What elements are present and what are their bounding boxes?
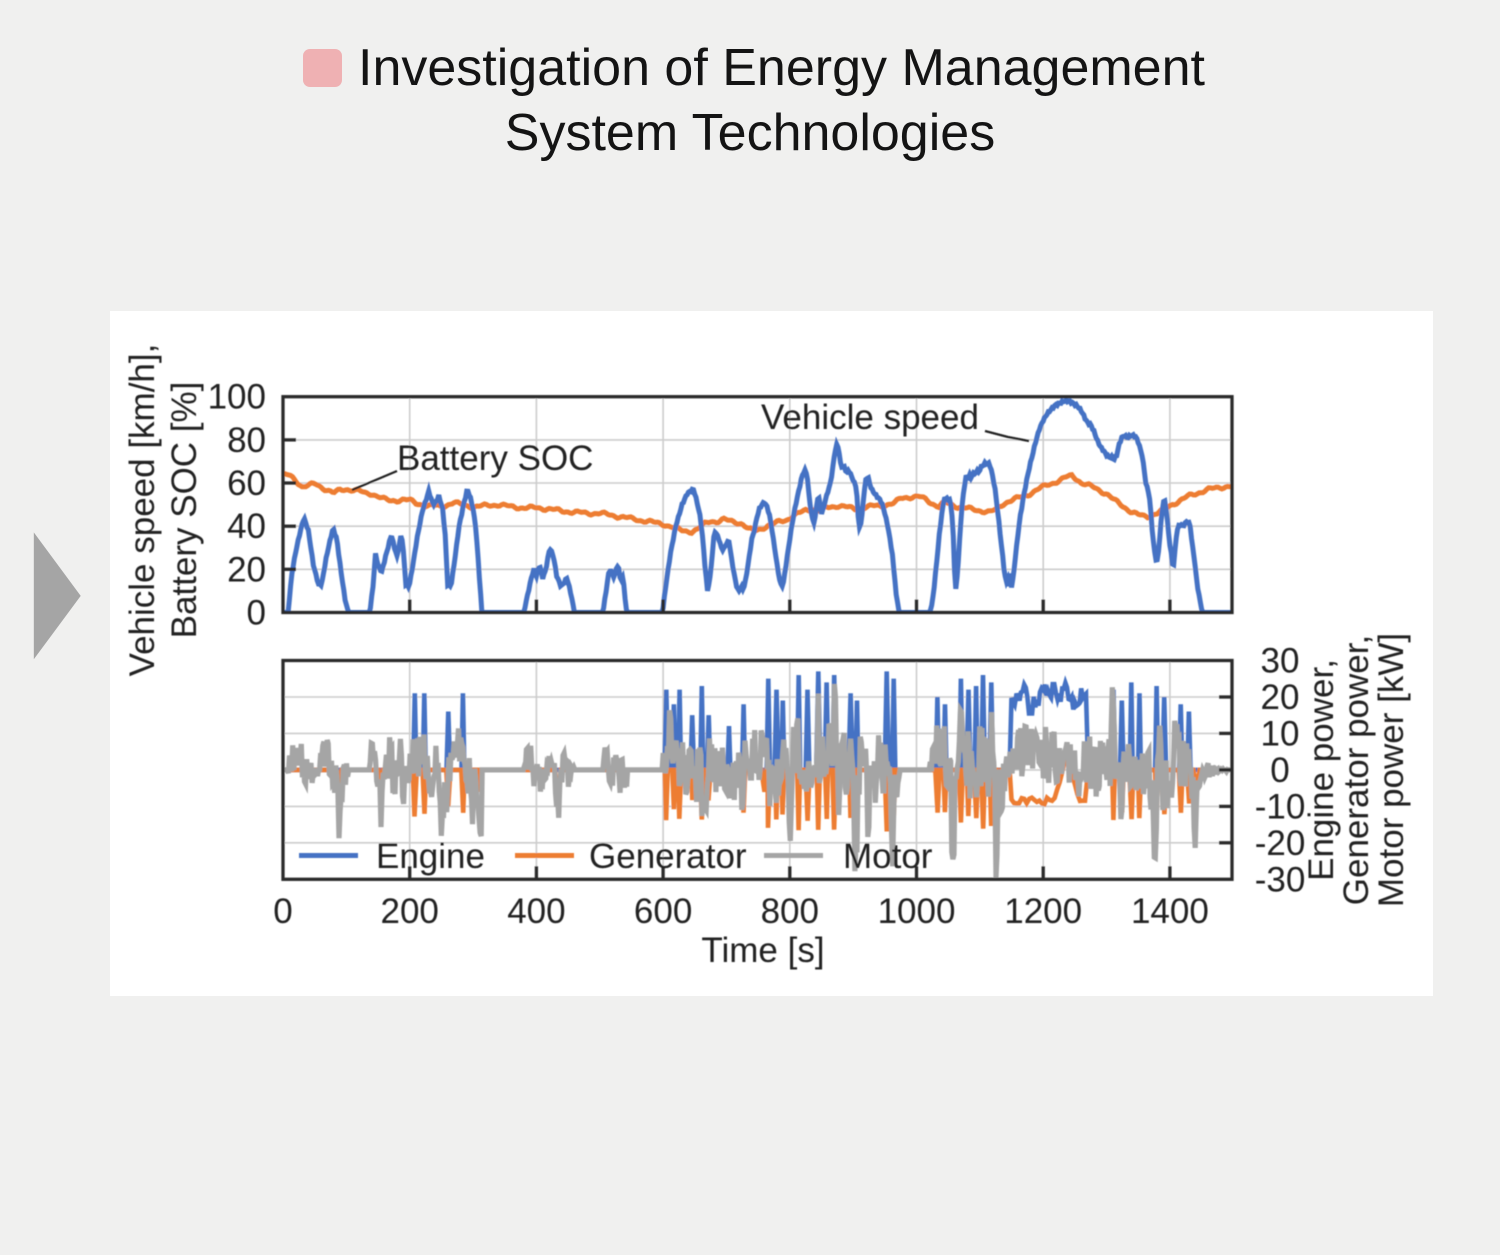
svg-text:-30: -30	[1255, 860, 1306, 899]
svg-text:100: 100	[208, 378, 266, 417]
svg-text:Engine power,: Engine power,	[1302, 659, 1341, 881]
svg-text:0: 0	[273, 892, 292, 931]
svg-text:Motor: Motor	[843, 837, 933, 876]
svg-text:400: 400	[507, 892, 565, 931]
svg-text:200: 200	[380, 892, 438, 931]
svg-text:1400: 1400	[1131, 892, 1209, 931]
svg-text:Motor power [kW]: Motor power [kW]	[1372, 633, 1411, 907]
svg-text:20: 20	[1261, 678, 1300, 717]
svg-text:Battery SOC: Battery SOC	[397, 439, 593, 478]
svg-text:-10: -10	[1255, 787, 1306, 826]
svg-text:Battery SOC [%]: Battery SOC [%]	[165, 382, 204, 639]
svg-text:60: 60	[227, 464, 266, 503]
svg-text:-20: -20	[1255, 824, 1306, 863]
svg-text:Vehicle speed [km/h],: Vehicle speed [km/h],	[123, 344, 162, 677]
svg-text:Generator power,: Generator power,	[1337, 635, 1376, 905]
svg-text:10: 10	[1261, 714, 1300, 753]
svg-text:Time [s]: Time [s]	[701, 931, 824, 970]
svg-text:Engine: Engine	[376, 837, 485, 876]
svg-text:0: 0	[1270, 751, 1289, 790]
svg-text:Generator: Generator	[589, 837, 747, 876]
svg-text:600: 600	[634, 892, 692, 931]
svg-text:1000: 1000	[878, 892, 956, 931]
svg-text:0: 0	[247, 594, 266, 633]
svg-text:40: 40	[227, 507, 266, 546]
svg-text:20: 20	[227, 550, 266, 589]
svg-text:30: 30	[1261, 642, 1300, 681]
svg-text:Vehicle speed: Vehicle speed	[761, 398, 979, 437]
svg-text:800: 800	[761, 892, 819, 931]
svg-text:80: 80	[227, 421, 266, 460]
svg-text:1200: 1200	[1004, 892, 1082, 931]
